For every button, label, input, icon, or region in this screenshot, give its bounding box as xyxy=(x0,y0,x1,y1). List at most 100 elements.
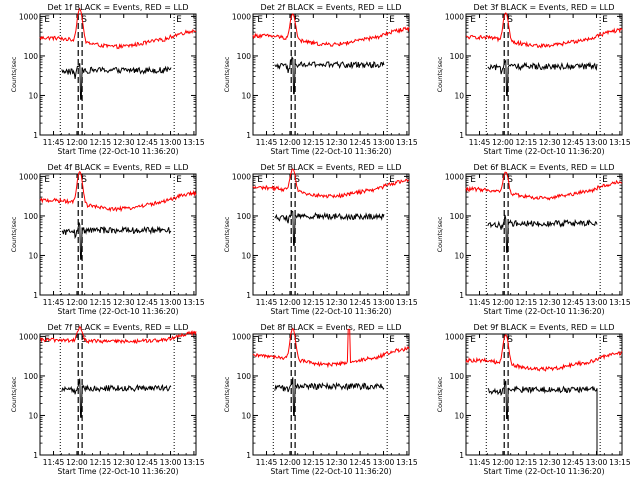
x-tick-label: 12:30 xyxy=(539,458,561,467)
x-tick-label: 12:15 xyxy=(516,138,538,147)
y-tick-label: 10 xyxy=(241,91,251,100)
x-tick-label: 11:45 xyxy=(469,138,491,147)
marker-label-e: E xyxy=(470,15,476,25)
marker-label-e: E xyxy=(44,335,50,345)
x-axis-label: Start Time (22-Oct-10 11:36:20) xyxy=(270,147,391,156)
panel-title: Det 6f BLACK = Events, RED = LLD xyxy=(473,163,614,172)
panel-det-5: Det 5f BLACK = Events, RED = LLD 1 10 100 10… xyxy=(223,163,418,316)
x-tick-label: 12:15 xyxy=(90,458,112,467)
y-tick-label: 100 xyxy=(24,372,39,381)
x-tick-label: 13:15 xyxy=(396,138,418,147)
marker-label-e: E xyxy=(176,15,182,25)
marker-label-s: S xyxy=(507,335,513,345)
x-tick-label: 12:30 xyxy=(113,298,135,307)
y-tick-label: 1000 xyxy=(445,172,464,181)
plot-frame xyxy=(39,173,197,296)
y-tick-label: 1000 xyxy=(19,172,38,181)
marker-label-s: S xyxy=(294,15,300,25)
plot-frame xyxy=(252,13,410,136)
x-tick-label: 11:45 xyxy=(256,458,278,467)
x-tick-label: 12:00 xyxy=(279,298,301,307)
x-tick-label: 12:00 xyxy=(66,298,88,307)
series-lld xyxy=(465,12,623,49)
series-events xyxy=(274,56,385,95)
series-events xyxy=(487,59,598,96)
x-axis-label: Start Time (22-Oct-10 11:36:20) xyxy=(483,307,604,316)
x-tick-label: 12:15 xyxy=(516,298,538,307)
x-tick-label: 12:00 xyxy=(66,138,88,147)
panel-title: Det 4f BLACK = Events, RED = LLD xyxy=(47,163,188,172)
x-tick-label: 13:00 xyxy=(373,138,395,147)
x-tick-label: 11:45 xyxy=(469,298,491,307)
y-tick-label: 10 xyxy=(28,251,38,260)
y-tick-label: 1 xyxy=(246,131,251,140)
series-lld xyxy=(252,13,410,48)
x-tick-label: 11:45 xyxy=(256,298,278,307)
x-tick-label: 12:00 xyxy=(66,458,88,467)
panel-title: Det 8f BLACK = Events, RED = LLD xyxy=(260,323,401,332)
y-tick-label: 10 xyxy=(28,91,38,100)
y-axis-label: Counts/sec xyxy=(10,56,18,92)
y-tick-label: 1 xyxy=(33,451,38,460)
y-tick-label: 1 xyxy=(459,451,464,460)
panel-title: Det 2f BLACK = Events, RED = LLD xyxy=(260,3,401,12)
panel-det-8: Det 8f BLACK = Events, RED = LLD 1 10 100 10… xyxy=(223,323,418,476)
x-tick-label: 12:45 xyxy=(562,298,584,307)
x-axis-label: Start Time (22-Oct-10 11:36:20) xyxy=(57,467,178,476)
x-tick-label: 12:00 xyxy=(279,458,301,467)
series-lld xyxy=(39,325,197,345)
marker-label-e: E xyxy=(257,335,263,345)
x-tick-label: 13:00 xyxy=(373,298,395,307)
y-axis-label: Counts/sec xyxy=(436,216,444,252)
x-tick-label: 12:45 xyxy=(136,298,158,307)
x-tick-label: 12:15 xyxy=(303,298,325,307)
marker-label-s: S xyxy=(294,175,300,185)
x-tick-label: 13:00 xyxy=(160,298,182,307)
series-events xyxy=(487,214,598,253)
marker-label-e: E xyxy=(602,335,608,345)
marker-label-e: E xyxy=(470,175,476,185)
panel-det-3: Det 3f BLACK = Events, RED = LLD 1 10 100 10… xyxy=(436,3,631,156)
y-tick-label: 1 xyxy=(33,291,38,300)
y-tick-label: 100 xyxy=(450,212,465,221)
x-tick-label: 12:15 xyxy=(303,458,325,467)
y-tick-label: 1 xyxy=(33,131,38,140)
y-tick-label: 100 xyxy=(450,372,465,381)
x-tick-label: 12:45 xyxy=(349,298,371,307)
x-tick-label: 13:00 xyxy=(373,458,395,467)
plot-frame xyxy=(39,13,197,136)
y-tick-label: 1000 xyxy=(445,332,464,341)
x-tick-label: 11:45 xyxy=(43,138,65,147)
x-axis-label: Start Time (22-Oct-10 11:36:20) xyxy=(270,467,391,476)
x-tick-label: 12:30 xyxy=(326,138,348,147)
y-tick-label: 1000 xyxy=(232,12,251,21)
panel-det-6: Det 6f BLACK = Events, RED = LLD 1 10 100 10… xyxy=(436,163,631,316)
y-tick-label: 1000 xyxy=(232,332,251,341)
series-events xyxy=(274,377,385,416)
series-lld xyxy=(39,170,197,213)
panel-det-4: Det 4f BLACK = Events, RED = LLD 1 10 100 10… xyxy=(10,163,205,316)
y-tick-label: 10 xyxy=(454,91,464,100)
x-tick-label: 12:15 xyxy=(90,298,112,307)
panel-title: Det 3f BLACK = Events, RED = LLD xyxy=(473,3,614,12)
series-events xyxy=(61,222,172,260)
y-tick-label: 1000 xyxy=(19,332,38,341)
y-axis-label: Counts/sec xyxy=(10,376,18,412)
x-tick-label: 12:30 xyxy=(113,458,135,467)
series-lld xyxy=(465,171,623,201)
series-events xyxy=(274,210,385,246)
x-tick-label: 13:15 xyxy=(609,458,631,467)
y-axis-label: Counts/sec xyxy=(10,216,18,252)
x-tick-label: 12:15 xyxy=(303,138,325,147)
x-tick-label: 13:15 xyxy=(609,138,631,147)
x-tick-label: 13:15 xyxy=(183,298,205,307)
panel-title: Det 9f BLACK = Events, RED = LLD xyxy=(473,323,614,332)
series-lld xyxy=(252,327,410,369)
x-tick-label: 12:30 xyxy=(326,458,348,467)
marker-label-e: E xyxy=(389,175,395,185)
x-tick-label: 12:00 xyxy=(279,138,301,147)
x-axis-label: Start Time (22-Oct-10 11:36:20) xyxy=(483,147,604,156)
marker-label-e: E xyxy=(389,335,395,345)
x-tick-label: 13:15 xyxy=(396,458,418,467)
